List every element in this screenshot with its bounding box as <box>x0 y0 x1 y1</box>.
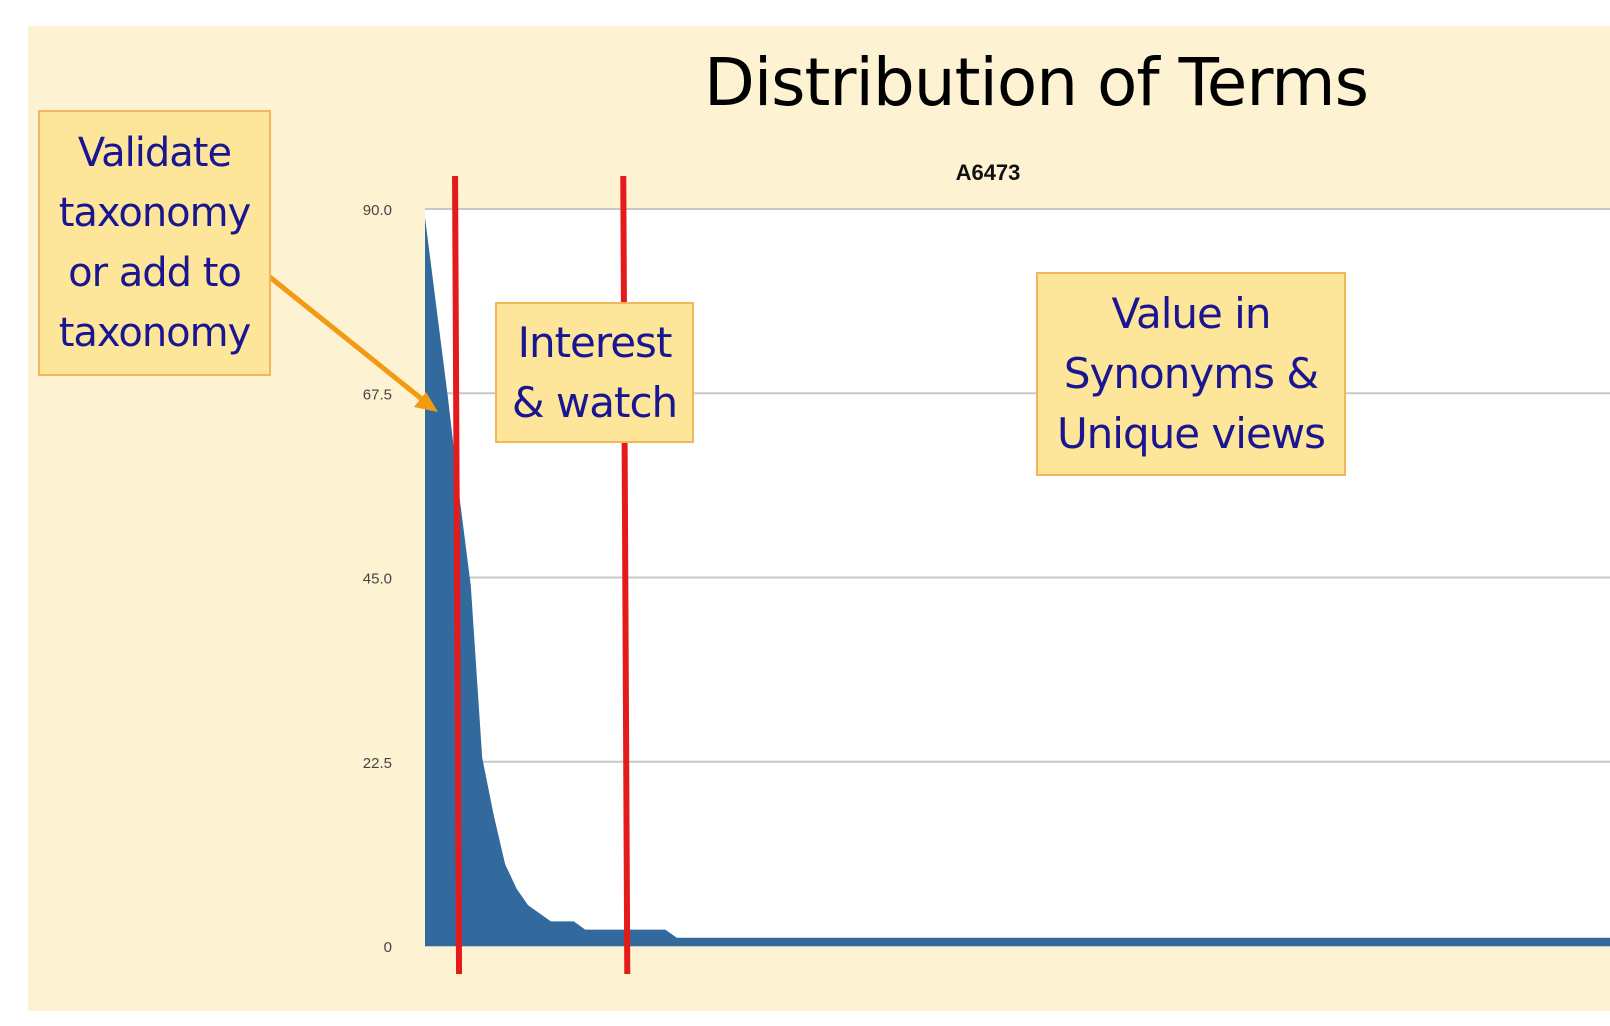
callout-line: Synonyms & <box>1063 349 1319 398</box>
callout-line: Validate <box>77 130 232 176</box>
slide-title: Distribution of Terms <box>704 44 1369 121</box>
callout-value-synonyms: Value in Synonyms & Unique views <box>1036 272 1346 476</box>
callout-line: taxonomy <box>58 190 252 236</box>
callout-validate-taxonomy: Validate taxonomy or add to taxonomy <box>38 110 271 376</box>
callout-interest-watch: Interest & watch <box>495 302 694 443</box>
callout-line: Value in <box>1111 289 1272 338</box>
y-tick-label: 90.0 <box>363 202 392 219</box>
callout-line: or add to <box>68 250 242 296</box>
callout-line: Interest <box>517 317 673 367</box>
arrow-icon <box>253 263 438 412</box>
range-divider <box>452 175 463 975</box>
y-tick-label: 67.5 <box>363 386 392 403</box>
y-tick-labels: 0 22.5 45.0 67.5 90.0 <box>363 202 392 956</box>
chart-title: A6473 <box>956 160 1021 185</box>
callout-line: & watch <box>511 377 678 427</box>
y-tick-label: 22.5 <box>363 755 392 772</box>
y-tick-label: 0 <box>384 939 392 956</box>
callout-line: Unique views <box>1056 409 1326 458</box>
callout-line: taxonomy <box>58 310 252 356</box>
slide: Distribution of Terms 0 22.5 45.0 67.5 90.0 … <box>28 26 1610 1011</box>
y-tick-label: 45.0 <box>363 571 392 588</box>
range-divider <box>620 175 631 975</box>
